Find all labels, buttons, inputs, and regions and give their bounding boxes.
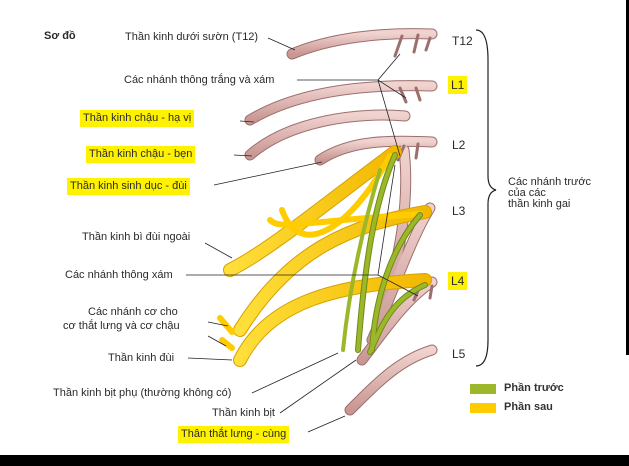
- legend-label-anterior: Phần trước: [504, 382, 564, 394]
- levels-bracket: [475, 29, 497, 367]
- muscular-branches-label-line1: Các nhánh cơ cho: [88, 306, 178, 318]
- femoral-lower-shape: [234, 274, 431, 366]
- t12-nerve-label: Thần kinh dưới sườn (T12): [125, 31, 259, 43]
- ilioinguinal-stem: [245, 110, 410, 160]
- legend-swatch-posterior: [470, 403, 496, 413]
- genitofemoral-label: Thần kinh sinh dục - đùi: [67, 178, 190, 195]
- obturator-label: Thần kinh bịt: [212, 407, 275, 419]
- diagram-title: Sơ đồ: [44, 30, 76, 42]
- right-edge-bar: [626, 0, 629, 355]
- l2-ramus: [315, 136, 437, 165]
- muscular-branches-label-line2: cơ thắt lưng và cơ chậu: [63, 320, 180, 332]
- l1-ramus: [245, 81, 437, 125]
- l3-descending: [367, 203, 435, 345]
- bracket-label-line1: Các nhánh trước: [508, 176, 592, 188]
- bracket-label-line3: thần kinh gai: [508, 198, 571, 210]
- lumbosacral-trunk-label: Thân thắt lưng - cùng: [178, 426, 290, 443]
- legend-label-posterior: Phần sau: [504, 401, 553, 413]
- bottom-edge-bar: [0, 455, 629, 466]
- iliohypogastric-label: Thần kinh chậu - hạ vị: [80, 110, 195, 127]
- level-l2: L2: [452, 138, 466, 152]
- leader-lines: [186, 37, 419, 433]
- legend-swatch-anterior: [470, 384, 496, 394]
- femoral-label: Thần kinh đùi: [108, 352, 175, 364]
- level-t12: T12: [452, 34, 473, 48]
- level-l1: L1: [448, 76, 468, 94]
- ilioinguinal-label: Thần kinh chậu - bẹn: [86, 146, 196, 163]
- gray-rami-label: Các nhánh thông xám: [65, 269, 173, 281]
- rami-communicantes-label: Các nhánh thông trắng và xám: [124, 74, 275, 86]
- level-l4: L4: [448, 272, 468, 290]
- accessory-obturator-shape: [341, 168, 382, 352]
- level-l3: L3: [452, 204, 466, 218]
- obturator-shape: [356, 153, 397, 352]
- lateral-femoral-cutaneous-label: Thần kinh bì đùi ngoài: [82, 231, 191, 243]
- level-l5: L5: [452, 347, 466, 361]
- t12-ramus-fill: [287, 29, 437, 59]
- bracket-label-line2: của các: [508, 187, 546, 199]
- lumbosacral-trunk-shape: [345, 345, 437, 415]
- accessory-obturator-label: Thần kinh bịt phụ (thường không có): [53, 387, 232, 399]
